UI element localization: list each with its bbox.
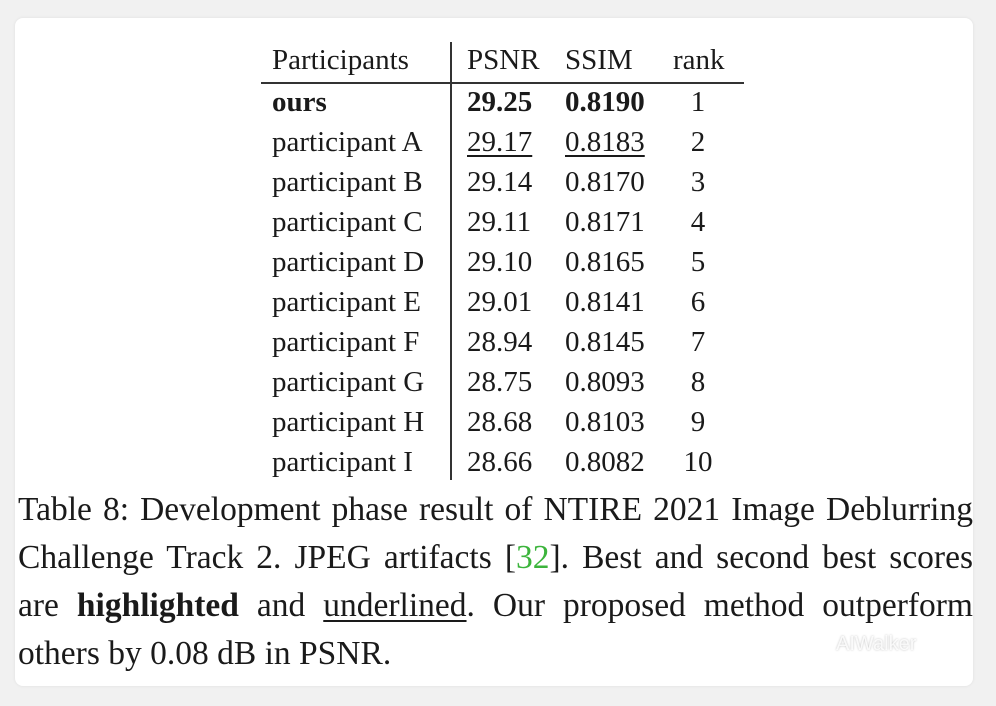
psnr-value: 28.66 bbox=[467, 446, 533, 478]
ssim-value: 0.8145 bbox=[565, 326, 645, 358]
ssim-value: 0.8170 bbox=[565, 166, 645, 198]
psnr-value: 29.17 bbox=[467, 126, 533, 158]
participant-name: participant F bbox=[272, 326, 420, 358]
rank-value: 10 bbox=[683, 446, 713, 478]
table-row: participant F 28.94 0.8145 7 bbox=[261, 322, 744, 362]
psnr-value: 29.25 bbox=[467, 86, 533, 118]
participant-name: participant B bbox=[272, 166, 423, 198]
table-row: participant B 29.14 0.8170 3 bbox=[261, 162, 744, 202]
psnr-value: 28.68 bbox=[467, 406, 533, 438]
table-row: participant D 29.10 0.8165 5 bbox=[261, 242, 744, 282]
table-row: participant I 28.66 0.8082 10 bbox=[261, 442, 744, 482]
table-row: participant C 29.11 0.8171 4 bbox=[261, 202, 744, 242]
caption-text-2: ]. Best and second best scores are bbox=[18, 539, 973, 624]
caption-underlined: underlined bbox=[323, 587, 467, 624]
ssim-value: 0.8183 bbox=[565, 126, 645, 158]
rank-value: 9 bbox=[690, 406, 706, 438]
rank-value: 2 bbox=[690, 126, 706, 158]
caption-text-4: . Our proposed method outperform others … bbox=[18, 587, 973, 672]
table-row: participant E 29.01 0.8141 6 bbox=[261, 282, 744, 322]
rank-value: 5 bbox=[690, 246, 706, 278]
ssim-value: 0.8165 bbox=[565, 246, 645, 278]
table-row: ours 29.25 0.8190 1 bbox=[261, 82, 744, 122]
citation-link[interactable]: 32 bbox=[515, 539, 550, 576]
header-ssim: SSIM bbox=[565, 44, 633, 76]
results-table: Participants PSNR SSIM rank ours 29.25 0.8… bbox=[261, 40, 744, 482]
psnr-value: 29.11 bbox=[467, 206, 532, 238]
psnr-value: 29.10 bbox=[467, 246, 533, 278]
psnr-value: 29.01 bbox=[467, 286, 533, 318]
table-row: participant H 28.68 0.8103 9 bbox=[261, 402, 744, 442]
ssim-value: 0.8082 bbox=[565, 446, 645, 478]
table-vertical-rule bbox=[450, 42, 452, 480]
participant-name: participant I bbox=[272, 446, 413, 478]
psnr-value: 29.14 bbox=[467, 166, 533, 198]
psnr-value: 28.75 bbox=[467, 366, 533, 398]
participant-name: participant D bbox=[272, 246, 425, 278]
caption-text-3: and bbox=[238, 587, 324, 624]
table-header-row: Participants PSNR SSIM rank bbox=[261, 40, 744, 82]
participant-name: participant G bbox=[272, 366, 425, 398]
table-body: ours 29.25 0.8190 1 participant A 29.17 0.8183… bbox=[261, 82, 744, 482]
ssim-value: 0.8171 bbox=[565, 206, 645, 238]
ssim-value: 0.8190 bbox=[565, 86, 645, 118]
participant-name: participant C bbox=[272, 206, 423, 238]
table-row: participant G 28.75 0.8093 8 bbox=[261, 362, 744, 402]
participant-name: ours bbox=[272, 86, 327, 118]
caption-highlighted: highlighted bbox=[76, 587, 239, 624]
header-psnr: PSNR bbox=[467, 44, 540, 76]
watermark: AIWalker bbox=[811, 633, 916, 656]
paper-card: Participants PSNR SSIM rank ours 29.25 0.8… bbox=[15, 18, 973, 686]
wechat-icon bbox=[811, 636, 833, 651]
header-participants: Participants bbox=[272, 44, 409, 76]
rank-value: 1 bbox=[690, 86, 706, 118]
rank-value: 6 bbox=[690, 286, 706, 318]
participant-name: participant E bbox=[272, 286, 421, 318]
ssim-value: 0.8093 bbox=[565, 366, 645, 398]
header-rank: rank bbox=[673, 44, 725, 76]
rank-value: 7 bbox=[690, 326, 706, 358]
ssim-value: 0.8141 bbox=[565, 286, 645, 318]
psnr-value: 28.94 bbox=[467, 326, 533, 358]
table-row: participant A 29.17 0.8183 2 bbox=[261, 122, 744, 162]
ssim-value: 0.8103 bbox=[565, 406, 645, 438]
caption-text-1: Table 8: Development phase result of NTI… bbox=[18, 491, 973, 576]
table-header-rule bbox=[261, 82, 744, 84]
participant-name: participant A bbox=[272, 126, 423, 158]
table-caption: Table 8: Development phase result of NTI… bbox=[18, 486, 973, 678]
rank-value: 8 bbox=[690, 366, 706, 398]
watermark-text: AIWalker bbox=[836, 633, 917, 655]
rank-value: 3 bbox=[690, 166, 706, 198]
rank-value: 4 bbox=[690, 206, 706, 238]
participant-name: participant H bbox=[272, 406, 425, 438]
